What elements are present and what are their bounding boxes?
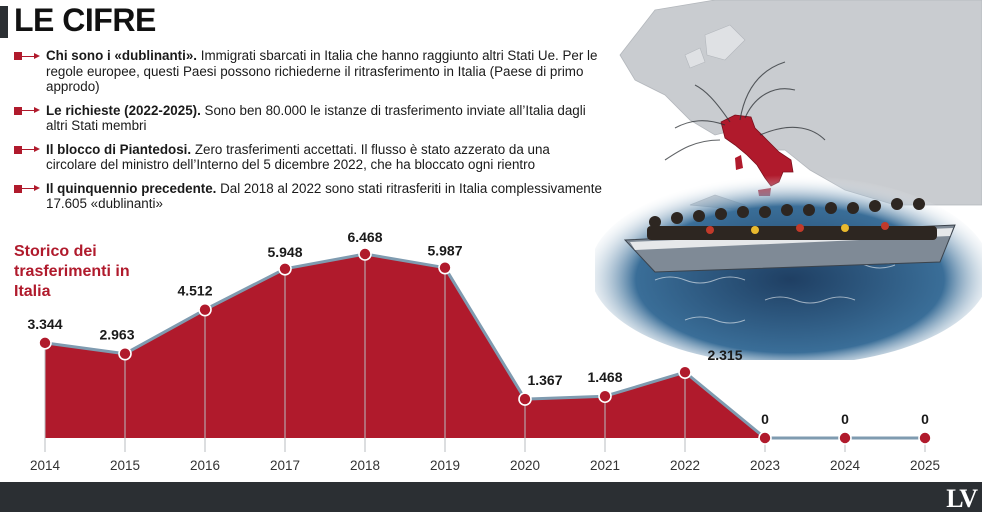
x-tick-label: 2020 — [510, 458, 540, 473]
data-label: 0 — [841, 411, 849, 427]
data-point — [518, 392, 532, 406]
x-tick-label: 2022 — [670, 458, 700, 473]
x-tick-label: 2014 — [30, 458, 61, 473]
data-point — [598, 389, 612, 404]
data-label: 2.315 — [707, 347, 742, 363]
arrow-bullet-icon — [14, 184, 42, 194]
migrant-boat — [623, 198, 956, 273]
data-point — [838, 431, 852, 445]
x-tick-label: 2024 — [830, 458, 861, 473]
x-tick-label: 2025 — [910, 458, 940, 473]
data-label: 6.468 — [347, 229, 382, 245]
bullet-text: Immigrati sbarcati in Italia che hanno r… — [46, 48, 598, 94]
arrow-bullet-icon — [14, 145, 42, 155]
italy-shape — [720, 114, 794, 187]
bullet-item: Il blocco di Piantedosi. Zero trasferime… — [14, 142, 604, 173]
bullet-heading: Chi sono i «dublinanti». — [46, 48, 198, 63]
data-label: 3.344 — [27, 316, 62, 332]
bullet-list: Chi sono i «dublinanti». Immigrati sbarc… — [14, 48, 604, 220]
data-point — [918, 431, 932, 445]
data-point — [198, 302, 212, 317]
bullet-heading: Il blocco di Piantedosi. — [46, 141, 192, 157]
data-label: 5.948 — [267, 244, 302, 260]
bullet-item: Il quinquennio precedente. Dal 2018 al 2… — [14, 181, 604, 212]
europe-map-boat-illustration — [595, 0, 982, 360]
data-point — [358, 247, 372, 261]
series-line — [44, 252, 925, 440]
data-point — [278, 261, 292, 276]
data-label: 1.367 — [527, 372, 562, 388]
footer-bar: LV — [0, 482, 982, 513]
bullet-text: Zero trasferimenti accettati. Il flusso … — [46, 141, 550, 173]
bullet-heading: Il quinquennio precedente. — [46, 180, 217, 196]
chart-title: Storico dei trasferimenti in Italia — [14, 243, 130, 300]
arrow-bullet-icon — [14, 51, 42, 61]
bullet-item: Chi sono i «dublinanti». Immigrati sbarc… — [14, 48, 604, 95]
x-tick-label: 2021 — [590, 458, 620, 473]
title-accent-bar — [0, 6, 8, 38]
bullet-text: Dal 2018 al 2022 sono stati ritrasferiti… — [46, 180, 602, 212]
x-tick-label: 2019 — [430, 458, 460, 473]
transfers-area-chart: 3.344 2014 2.963 2015 4.512 2016 5.948 2017 6.46… — [27, 229, 940, 473]
data-label: 0 — [761, 411, 769, 427]
bullet-text: Sono ben 80.000 le istanze di trasferime… — [46, 102, 586, 134]
data-label: 4.512 — [177, 283, 212, 299]
data-label: 5.987 — [427, 243, 462, 259]
area-fill — [45, 254, 925, 438]
arrow-bullet-icon — [14, 106, 42, 116]
data-point — [118, 346, 132, 361]
x-tick-label: 2017 — [270, 458, 300, 473]
lv-logo: LV — [946, 484, 978, 513]
x-tick-label: 2015 — [110, 458, 140, 473]
data-label: 2.963 — [99, 327, 134, 343]
x-tick-label: 2016 — [190, 458, 220, 473]
data-point — [438, 260, 452, 275]
data-point — [38, 336, 52, 350]
page-title: LE CIFRE — [14, 2, 156, 38]
data-label: 1.468 — [587, 369, 622, 385]
data-label: 0 — [921, 411, 929, 427]
x-tick-label: 2023 — [750, 458, 780, 473]
data-point — [758, 431, 772, 445]
x-tick-label: 2018 — [350, 458, 380, 473]
bullet-heading: Le richieste (2022-2025). — [46, 102, 201, 118]
data-point — [678, 365, 692, 379]
bullet-item: Le richieste (2022-2025). Sono ben 80.00… — [14, 103, 604, 134]
